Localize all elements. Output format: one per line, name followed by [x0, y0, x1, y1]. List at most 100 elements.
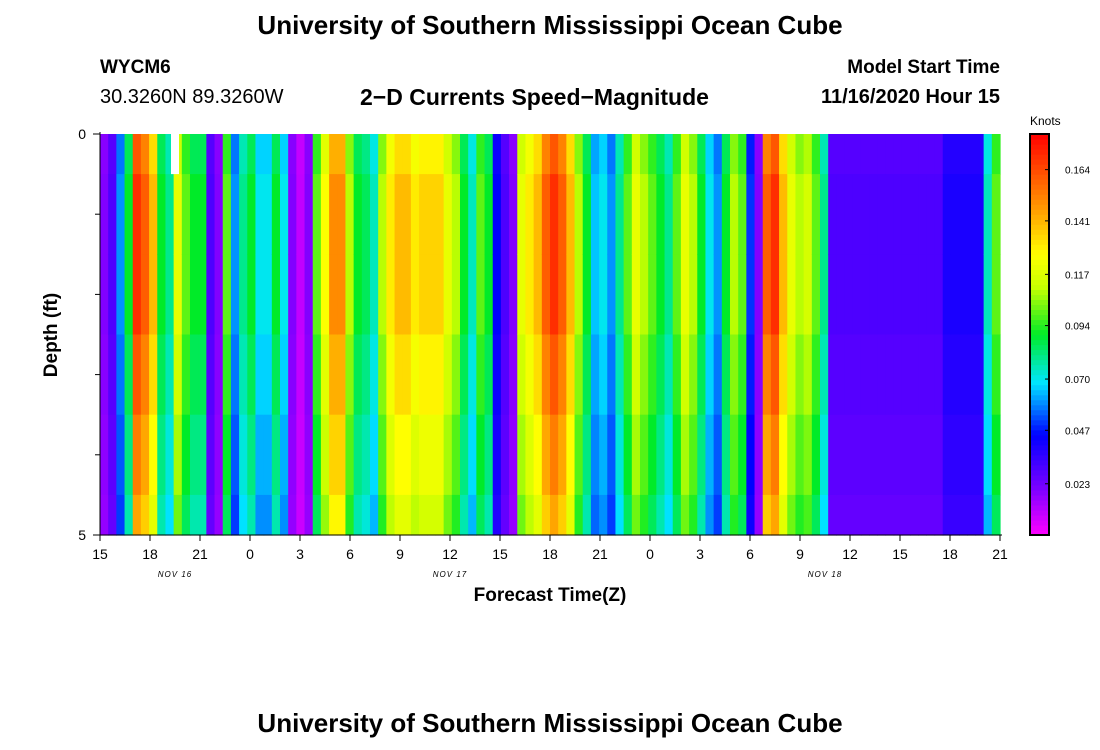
- heatmap-cell: [811, 174, 821, 255]
- heatmap-cell: [689, 494, 698, 536]
- colorbar-segment: [1030, 134, 1049, 140]
- heatmap-cell: [320, 494, 330, 536]
- heatmap-cell: [631, 414, 641, 496]
- heatmap-cell: [476, 334, 486, 416]
- heatmap-cell: [214, 414, 224, 496]
- heatmap-cell: [746, 494, 756, 536]
- heatmap-cell: [950, 254, 960, 336]
- heatmap-cell: [558, 414, 567, 496]
- heatmap-cell: [173, 334, 183, 416]
- x-tick-label: 15: [892, 546, 908, 562]
- heatmap-cell: [590, 254, 600, 336]
- heatmap-cell: [599, 494, 608, 536]
- colorbar: 0.023 0.047 0.070 0.094 0.117 0.141 0.164: [1029, 133, 1090, 536]
- colorbar-segment: [1030, 329, 1049, 336]
- heatmap-cell: [100, 254, 109, 336]
- heatmap-cell: [247, 334, 257, 416]
- colorbar-segment: [1030, 519, 1049, 526]
- heatmap-cell: [116, 494, 126, 536]
- heatmap-cell: [386, 414, 396, 496]
- heatmap-cell: [746, 174, 756, 255]
- x-tick-label: 21: [992, 546, 1008, 562]
- heatmap-cell: [206, 174, 216, 255]
- colorbar-segment: [1030, 244, 1049, 250]
- heatmap-cell: [574, 134, 584, 175]
- colorbar-segment: [1030, 464, 1049, 471]
- heatmap-cell: [991, 334, 1001, 416]
- heatmap-cell: [214, 494, 224, 536]
- heatmap-cell: [157, 254, 167, 336]
- colorbar-segment: [1030, 239, 1049, 245]
- heatmap-cell: [566, 334, 576, 416]
- heatmap-cell: [558, 174, 567, 255]
- x-tick-label: 0: [646, 546, 654, 562]
- heatmap-cell: [705, 174, 715, 255]
- heatmap-cell: [599, 134, 608, 175]
- colorbar-segment: [1030, 354, 1049, 361]
- heatmap-cell: [640, 254, 649, 336]
- heatmap-cell: [419, 254, 428, 336]
- heatmap-cells: [100, 134, 1001, 536]
- heatmap-cell: [296, 134, 306, 175]
- heatmap-cell: [435, 494, 445, 536]
- heatmap-cell: [476, 174, 486, 255]
- heatmap-cell: [190, 494, 199, 536]
- heatmap-cell: [762, 494, 772, 536]
- heatmap-cell: [828, 174, 837, 255]
- heatmap-cell: [795, 174, 805, 255]
- heatmap-cell: [803, 174, 813, 255]
- heatmap-cell: [582, 414, 592, 496]
- heatmap-cell: [149, 334, 158, 416]
- heatmap-cell: [255, 254, 265, 336]
- heatmap-cell: [656, 414, 666, 496]
- heatmap-cell: [410, 134, 420, 175]
- heatmap-cell: [959, 494, 968, 536]
- heatmap-cell: [566, 134, 576, 175]
- heatmap-cell: [419, 494, 428, 536]
- heatmap-cell: [631, 134, 641, 175]
- colorbar-segment: [1030, 149, 1049, 155]
- heatmap-cell: [926, 494, 936, 536]
- heatmap-cell: [533, 134, 543, 175]
- heatmap-cell: [370, 494, 379, 536]
- heatmap-cell: [386, 254, 396, 336]
- heatmap-cell: [280, 134, 289, 175]
- x-tick-label: 3: [696, 546, 704, 562]
- heatmap-cell: [689, 254, 698, 336]
- heatmap-cell: [345, 414, 355, 496]
- heatmap-cell: [730, 134, 739, 175]
- heatmap-cell: [550, 414, 559, 496]
- heatmap-cell: [959, 334, 968, 416]
- heatmap-cell: [476, 254, 486, 336]
- heatmap-cell: [991, 414, 1001, 496]
- heatmap-cell: [574, 334, 584, 416]
- heatmap-cell: [149, 174, 158, 255]
- heatmap-cell: [263, 254, 273, 336]
- heatmap-cell: [550, 134, 559, 175]
- colorbar-segment: [1030, 514, 1049, 521]
- heatmap-cell: [443, 414, 453, 496]
- heatmap-cell: [239, 254, 248, 336]
- heatmap-cell: [157, 334, 167, 416]
- heatmap-cell: [836, 414, 846, 496]
- heatmap-cell: [942, 134, 952, 175]
- heatmap-cell: [795, 134, 805, 175]
- heatmap-cell: [378, 134, 387, 175]
- heatmap-cell: [492, 414, 502, 496]
- heatmap-cell: [869, 254, 878, 336]
- heatmap-cell: [190, 254, 199, 336]
- heatmap-cell: [517, 494, 527, 536]
- colorbar-segment: [1030, 404, 1049, 411]
- heatmap-cell: [877, 494, 887, 536]
- heatmap-cell: [468, 254, 477, 336]
- heatmap-cell: [640, 174, 649, 255]
- heatmap-cell: [124, 334, 134, 416]
- colorbar-frame: [1029, 133, 1050, 536]
- heatmap-cell: [525, 174, 535, 255]
- heatmap-cell: [550, 174, 559, 255]
- heatmap-cell: [566, 254, 576, 336]
- heatmap-cell: [345, 174, 355, 255]
- heatmap-cell: [640, 134, 649, 175]
- heatmap-cell: [181, 334, 191, 416]
